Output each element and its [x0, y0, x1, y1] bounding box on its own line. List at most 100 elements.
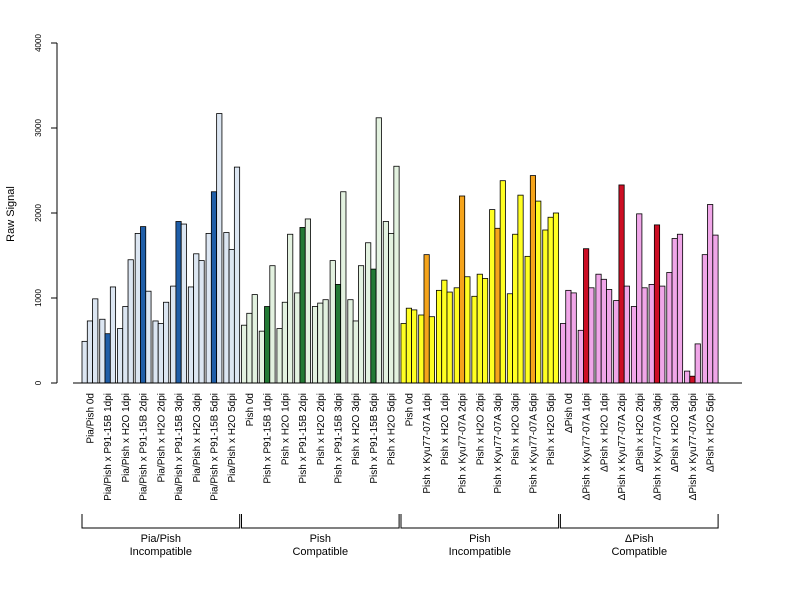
y-tick-label: 4000 [34, 34, 43, 52]
bar [117, 328, 124, 384]
y-tick-label: 2000 [34, 204, 43, 222]
bar [205, 232, 212, 384]
bar [535, 200, 542, 384]
bar [299, 227, 306, 384]
x-tick-label: Pish x H2O 2dpi [316, 393, 327, 465]
bar [689, 375, 696, 384]
bar [707, 204, 714, 384]
x-tick-label: ΔPish x Kyu77-07A 2dpi [617, 393, 628, 500]
x-tick-label: Pia/Pish x H2O 3dpi [192, 393, 203, 483]
bar [246, 312, 253, 384]
bar [388, 232, 395, 384]
bar [435, 289, 443, 384]
bar [393, 165, 400, 384]
bar [676, 233, 684, 384]
x-tick-label: Pish x Kyu77-07A 2dpi [458, 393, 469, 494]
bar [340, 191, 347, 384]
x-tick-label: ΔPish x H2O 5dpi [706, 393, 717, 472]
bar [251, 294, 258, 384]
x-tick-label: Pia/Pish x P91-15B 3dpi [174, 393, 185, 501]
x-tick-label: ΔPish x H2O 2dpi [635, 393, 646, 472]
bar [382, 221, 389, 384]
bar [180, 223, 187, 384]
bar [92, 298, 99, 384]
bar [600, 278, 607, 384]
x-tick-label: Pish x P91-15B 5dpi [369, 393, 380, 484]
bar [499, 180, 506, 384]
bar [193, 253, 200, 384]
bar [494, 227, 501, 384]
bar [276, 328, 283, 384]
x-tick-label: Pish 0d [404, 393, 415, 426]
bar [109, 286, 117, 384]
x-tick-label: Pish x Kyu77-07A 3dpi [493, 393, 504, 494]
bar [264, 306, 271, 384]
bar [453, 287, 460, 384]
bar [287, 233, 294, 384]
bar [334, 283, 342, 384]
bar [311, 306, 319, 384]
group-label-name: Pish [310, 533, 331, 545]
bar [418, 314, 425, 384]
bar [588, 287, 595, 384]
bar [370, 268, 377, 384]
x-tick-label: Pish x P91-15B 2dpi [298, 393, 309, 484]
bar [405, 307, 412, 384]
x-tick-label: Pish x H2O 1dpi [440, 393, 451, 465]
bar [134, 232, 141, 384]
bar [122, 306, 129, 384]
bar [163, 301, 170, 384]
x-tick-label: Pish x H2O 3dpi [511, 393, 522, 465]
bar [641, 287, 648, 384]
bar [145, 290, 152, 384]
bar [613, 300, 620, 384]
x-tick-label: Pia/Pish x H2O 5dpi [227, 393, 238, 483]
bar [170, 285, 177, 384]
bar [269, 265, 276, 384]
bar [317, 302, 324, 384]
group-bracket [400, 514, 560, 529]
bar [524, 255, 531, 384]
bar [198, 260, 205, 384]
x-tick-label: Pish x P91-15B 3dpi [334, 393, 345, 484]
bar [653, 224, 661, 384]
bar [216, 113, 223, 384]
bar [659, 285, 666, 384]
bar [684, 370, 691, 384]
x-tick-label: Pish x H2O 5dpi [387, 393, 398, 465]
bar [411, 309, 418, 384]
bar [712, 234, 719, 384]
x-tick-label: Pia/Pish x P91-15B 1dpi [103, 393, 114, 501]
group-label-type: Incompatible [449, 546, 511, 558]
bar [428, 316, 435, 384]
bar [606, 289, 613, 384]
bar [476, 273, 483, 384]
bar [357, 265, 365, 384]
x-tick-label: ΔPish x Kyu77-07A 5dpi [688, 393, 699, 500]
bar [464, 276, 471, 384]
y-axis-label: Raw Signal [5, 186, 17, 242]
bar [258, 330, 265, 384]
group-brackets: Pia/PishIncompatiblePishCompatiblePishIn… [81, 514, 719, 558]
x-tick-label: Pish x Kyu77-07A 5dpi [529, 393, 540, 494]
bar [542, 229, 549, 384]
group-bracket [81, 514, 241, 529]
x-tick-label: Pish x H2O 1dpi [280, 393, 291, 465]
x-tick-label: Pish 0d [245, 393, 256, 426]
bar [210, 191, 218, 384]
bar [86, 320, 94, 384]
group-label-name: Pia/Pish [141, 533, 181, 545]
bar [471, 295, 478, 384]
bar [329, 260, 336, 384]
bar [489, 209, 496, 384]
bar [294, 292, 301, 384]
group-bracket [241, 514, 400, 529]
bar [512, 233, 519, 384]
bar [127, 259, 134, 384]
x-tick-label: Pish x H2O 2dpi [475, 393, 486, 465]
x-tick-label: ΔPish x Kyu77-07A 3dpi [653, 393, 664, 500]
x-tick-label: Pish x H2O 3dpi [351, 393, 362, 465]
bar [157, 323, 164, 384]
bar [517, 194, 524, 384]
